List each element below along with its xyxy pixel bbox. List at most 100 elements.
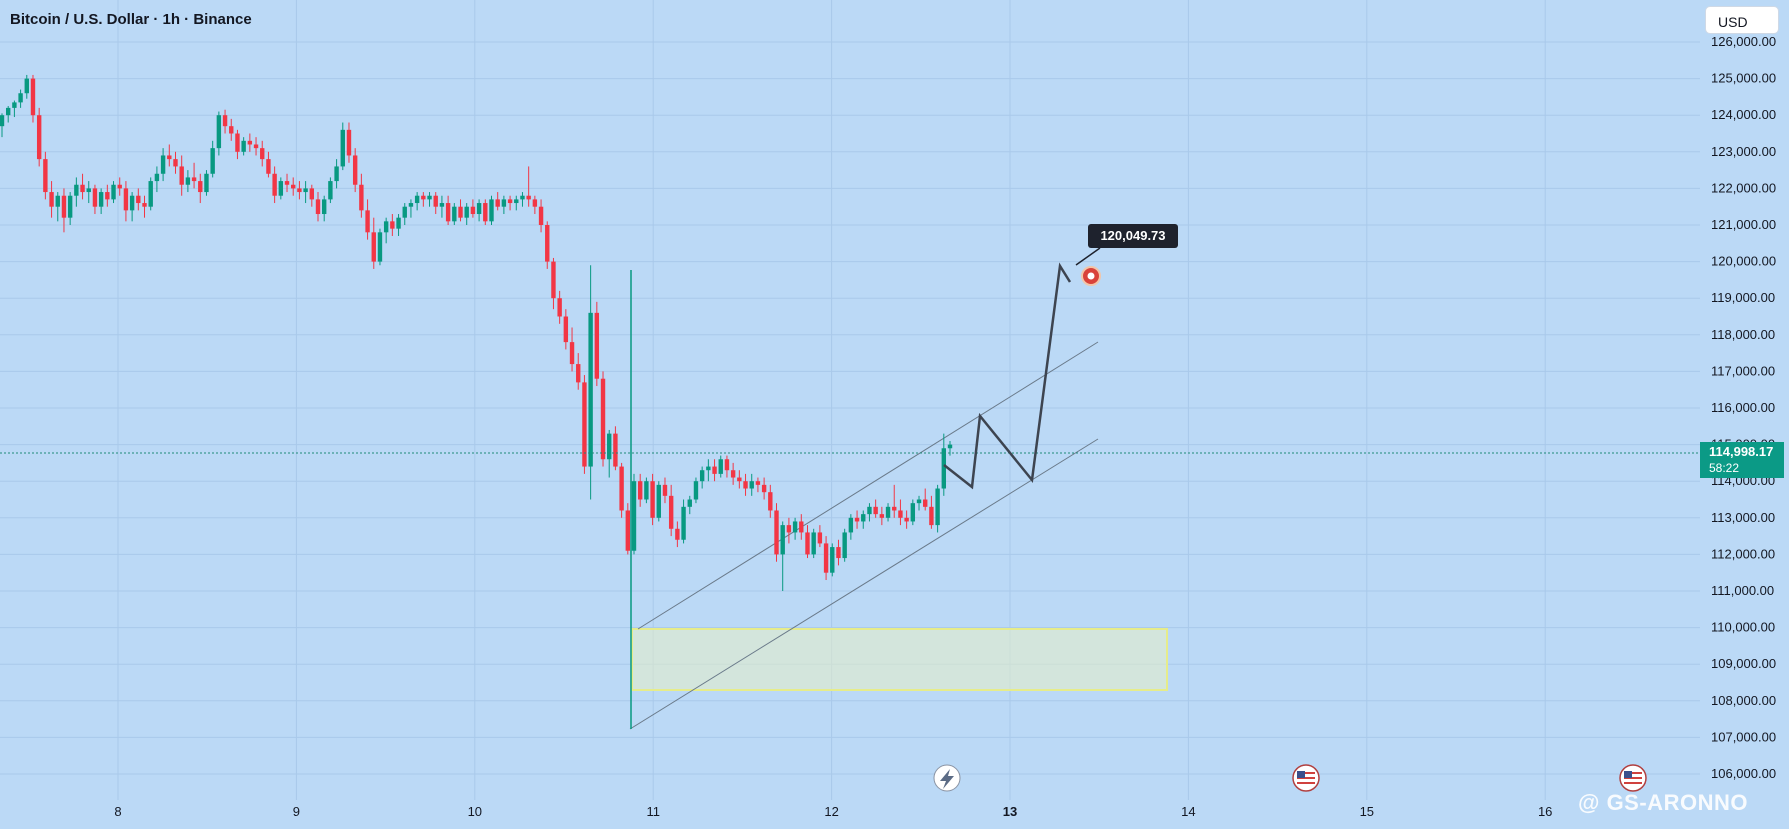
candle[interactable] <box>576 353 581 390</box>
candle[interactable] <box>74 177 79 207</box>
candle[interactable] <box>830 543 835 577</box>
candle[interactable] <box>681 499 686 544</box>
candle[interactable] <box>551 257 556 310</box>
channel-upper-line[interactable] <box>637 341 1099 630</box>
candle[interactable] <box>105 184 110 207</box>
candle[interactable] <box>173 151 178 174</box>
candle[interactable] <box>43 151 48 200</box>
candle[interactable] <box>507 195 513 211</box>
candle[interactable] <box>476 199 482 222</box>
candle[interactable] <box>67 192 73 225</box>
candle[interactable] <box>724 455 730 478</box>
candle[interactable] <box>433 192 438 215</box>
candle[interactable] <box>495 192 500 211</box>
candle[interactable] <box>204 170 209 196</box>
candle[interactable] <box>520 192 525 207</box>
candle[interactable] <box>526 166 531 207</box>
candle[interactable] <box>786 517 792 544</box>
candle[interactable] <box>935 484 940 533</box>
candle[interactable] <box>185 170 191 193</box>
candle[interactable] <box>737 470 742 489</box>
candle[interactable] <box>377 228 383 266</box>
candle[interactable] <box>693 477 699 504</box>
candle[interactable] <box>86 181 91 204</box>
candle[interactable] <box>260 140 265 167</box>
candle[interactable] <box>154 166 160 193</box>
candle[interactable] <box>98 188 104 215</box>
candle[interactable] <box>167 144 172 167</box>
candle[interactable] <box>421 192 426 207</box>
candle[interactable] <box>340 122 345 171</box>
candle[interactable] <box>5 106 11 123</box>
lightning-event-icon[interactable] <box>933 764 961 792</box>
candle[interactable] <box>253 137 259 156</box>
candle[interactable] <box>817 525 823 548</box>
candle[interactable] <box>142 195 147 218</box>
candle[interactable] <box>947 440 953 456</box>
candle[interactable] <box>464 203 469 225</box>
candle[interactable] <box>892 484 897 518</box>
candle[interactable] <box>470 199 476 218</box>
candle[interactable] <box>563 309 569 350</box>
us-economic-event-icon[interactable] <box>1292 764 1320 792</box>
candle[interactable] <box>545 221 550 269</box>
candle[interactable] <box>873 499 878 518</box>
candle[interactable] <box>941 433 947 496</box>
candle[interactable] <box>613 426 618 471</box>
candle[interactable] <box>414 192 420 211</box>
candle[interactable] <box>588 265 593 500</box>
candle[interactable] <box>699 466 705 489</box>
candle[interactable] <box>879 506 885 526</box>
candle[interactable] <box>656 481 661 522</box>
candle[interactable] <box>916 495 922 511</box>
candle[interactable] <box>706 459 711 482</box>
candle[interactable] <box>445 195 451 225</box>
candle[interactable] <box>768 484 773 518</box>
candle[interactable] <box>823 536 829 581</box>
candle[interactable] <box>148 177 153 211</box>
candle[interactable] <box>210 140 215 178</box>
price-axis[interactable]: 126,000.00 125,000.00 124,000.00 123,000.00… <box>1700 0 1789 829</box>
candle[interactable] <box>774 503 779 562</box>
candle[interactable] <box>49 181 54 218</box>
candle[interactable] <box>755 477 761 493</box>
candle[interactable] <box>371 217 376 269</box>
candle[interactable] <box>712 459 717 482</box>
candle[interactable] <box>36 107 42 167</box>
candle[interactable] <box>346 122 352 163</box>
candle[interactable] <box>80 173 85 200</box>
candle[interactable] <box>631 473 637 555</box>
candle[interactable] <box>278 177 284 200</box>
candle[interactable] <box>198 173 203 204</box>
candle[interactable] <box>117 177 122 196</box>
candle[interactable] <box>55 192 60 222</box>
candle[interactable] <box>390 214 395 236</box>
candle[interactable] <box>359 173 364 218</box>
candle[interactable] <box>501 195 507 215</box>
candle[interactable] <box>594 301 600 387</box>
candle[interactable] <box>30 74 36 123</box>
candle[interactable] <box>514 195 519 211</box>
candle[interactable] <box>910 499 916 526</box>
candle[interactable] <box>284 173 290 193</box>
candle[interactable] <box>111 181 116 204</box>
candle[interactable] <box>861 510 866 529</box>
candle[interactable] <box>532 195 538 215</box>
candle[interactable] <box>303 181 308 204</box>
target-marker-icon[interactable] <box>1081 266 1101 286</box>
candle[interactable] <box>92 184 98 215</box>
candle[interactable] <box>569 327 575 372</box>
candle[interactable] <box>483 199 488 225</box>
candle[interactable] <box>365 199 370 240</box>
candle[interactable] <box>854 510 860 529</box>
candle[interactable] <box>811 528 816 559</box>
projected-path[interactable] <box>943 262 1072 490</box>
candle[interactable] <box>761 477 767 500</box>
candle[interactable] <box>607 429 612 478</box>
candle[interactable] <box>458 199 463 222</box>
candle[interactable] <box>334 159 339 189</box>
candle[interactable] <box>600 371 606 467</box>
target-callout[interactable]: 120,049.73 <box>1075 224 1178 266</box>
candle[interactable] <box>582 375 587 474</box>
